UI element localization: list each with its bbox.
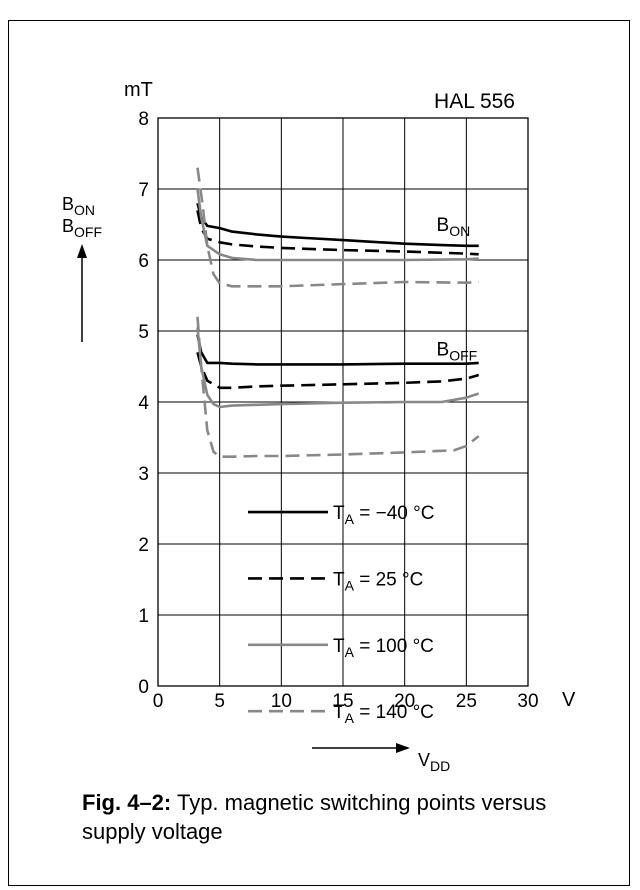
chart-title: HAL 556 <box>434 90 515 113</box>
x-tick-label: 0 <box>153 691 164 712</box>
y-axis-arrow-icon <box>77 244 87 258</box>
y-axis-unit: mT <box>124 79 153 101</box>
caption-prefix: Fig. 4–2: <box>82 790 172 815</box>
x-tick-label: 10 <box>271 691 292 712</box>
y-axis-label-b-on: BON <box>62 194 95 218</box>
y-tick-label: 5 <box>138 322 149 343</box>
figure-caption: Fig. 4–2: Typ. magnetic switching points… <box>82 788 602 846</box>
y-tick-label: 3 <box>138 464 149 485</box>
x-axis-vdd-label: VDD <box>418 750 450 774</box>
chart-axes <box>77 117 529 753</box>
y-tick-label: 0 <box>138 677 149 698</box>
series-line-b-off <box>196 316 480 458</box>
y-tick-label: 4 <box>138 393 149 414</box>
legend-label: TA = 25 °C <box>333 569 423 593</box>
x-tick-label: 20 <box>394 691 415 712</box>
plot-border <box>157 117 529 687</box>
x-tick-label: 25 <box>456 691 477 712</box>
curve-label: BOFF <box>437 339 478 363</box>
curve-label: BON <box>437 215 471 239</box>
legend-label: TA = −40 °C <box>333 503 434 527</box>
x-tick-label: 30 <box>517 691 538 712</box>
chart-labels: HAL 556 mT BON BOFF V VDD <box>62 79 576 774</box>
y-tick-label: 7 <box>138 180 149 201</box>
legend-label: TA = 100 °C <box>333 636 434 660</box>
chart-series-group <box>196 167 480 458</box>
caption-text: Typ. magnetic switching points versus su… <box>82 790 547 844</box>
y-tick-label: 1 <box>138 606 149 627</box>
tick-labels: 0 5 10 15 20 25 30 0 1 2 3 4 5 6 7 8 <box>138 109 538 712</box>
legend-label: TA = 140 °C <box>333 702 434 726</box>
y-axis-label-b-off: BOFF <box>62 216 102 240</box>
series-line-b-off <box>196 327 480 409</box>
series-line-b-on <box>196 167 479 288</box>
x-tick-label: 15 <box>332 691 353 712</box>
y-tick-label: 6 <box>138 251 149 272</box>
x-axis-unit-label: V <box>562 689 576 711</box>
series-line-b-off <box>196 334 479 366</box>
x-tick-label: 5 <box>214 691 225 712</box>
series-line-b-on <box>196 202 479 248</box>
curve-labels: BON BOFF <box>437 215 478 363</box>
x-axis-arrow-icon <box>396 743 410 753</box>
chart: HAL 556 mT BON BOFF V VDD 0 5 10 15 20 25 3001… <box>62 79 576 774</box>
legend: TA = −40 °C TA = 25 °C TA = 100 °C TA = 140… <box>248 503 434 726</box>
y-tick-label: 8 <box>138 109 149 130</box>
figure-frame <box>8 20 630 886</box>
series-line-b-off <box>196 351 480 390</box>
y-tick-label: 2 <box>138 535 149 556</box>
